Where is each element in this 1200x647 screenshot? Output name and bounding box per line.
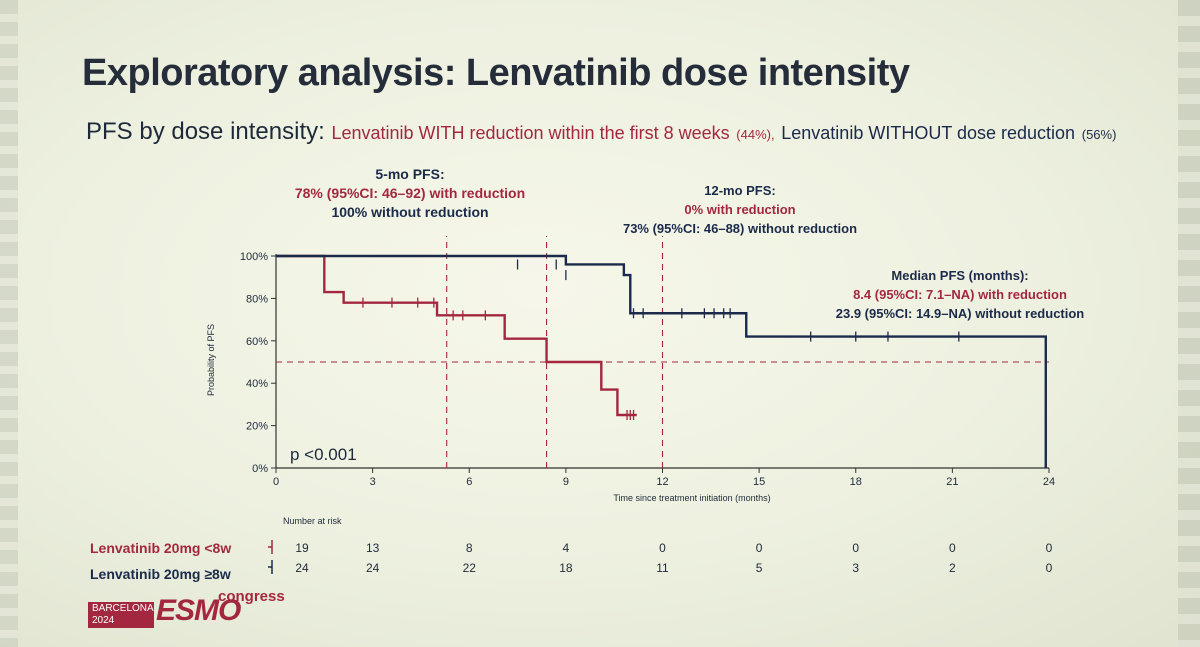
risk-table-header: Number at risk [283, 516, 342, 526]
x-tick-label: 12 [656, 476, 668, 488]
median-without: 23.9 (95%CI: 14.9–NA) without reduction [835, 306, 1085, 321]
risk-table-cell: 18 [559, 561, 573, 575]
x-tick-label: 0 [273, 476, 279, 488]
y-tick-label: 80% [246, 293, 268, 305]
twelve-mo-without: 73% (95%CI: 46–88) without reduction [622, 221, 858, 236]
y-tick-label: 40% [246, 378, 268, 390]
subtitle-group2-pct: (56%) [1081, 127, 1117, 142]
median-reduction: 8.4 (95%CI: 7.1–NA) with reduction [853, 287, 1067, 302]
subtitle-group1: Lenvatinib WITH reduction within the fir… [331, 123, 730, 143]
x-tick-label: 9 [563, 476, 569, 488]
risk-row-label-without: Lenvatinib 20mg ≥8w [90, 566, 231, 582]
risk-table-cell: 11 [656, 561, 669, 575]
x-tick-label: 21 [946, 476, 958, 488]
risk-table-cell: 24 [366, 561, 380, 575]
y-tick-label: 100% [240, 251, 268, 263]
reference-lines [276, 236, 1049, 468]
risk-table-cell: 0 [659, 541, 666, 555]
subtitle-lead: PFS by dose intensity: [86, 118, 325, 145]
logo-year: 2024 [92, 615, 115, 626]
risk-table-cell: 8 [466, 541, 473, 555]
twelve-mo-reduction: 0% with reduction [684, 202, 796, 217]
risk-table-cell: 19 [295, 541, 309, 555]
median-title: Median PFS (months): [891, 268, 1029, 283]
risk-table-cell: 0 [756, 541, 763, 555]
risk-table-cell: 0 [852, 541, 859, 555]
risk-row-label-reduction: Lenvatinib 20mg <8w [90, 540, 232, 556]
five-mo-reduction: 78% (95%CI: 46–92) with reduction [294, 185, 526, 201]
risk-table-cell: 3 [852, 561, 859, 575]
y-tick-label: 60% [246, 336, 268, 348]
logo-location-box: BARCELONA 2024 [88, 602, 154, 628]
p-value-label: p <0.001 [290, 445, 357, 464]
risk-table-cell: 5 [756, 561, 763, 575]
logo-congress: congress [218, 588, 285, 605]
median-pfs-annotation: Median PFS (months): 8.4 (95%CI: 7.1–NA)… [800, 266, 1120, 323]
subtitle-group1-pct: (44%), [736, 127, 775, 142]
subtitle-group2: Lenvatinib WITHOUT dose reduction [781, 123, 1076, 143]
twelve-month-pfs-annotation: 12-mo PFS: 0% with reduction 73% (95%CI:… [600, 181, 880, 238]
y-tick-label: 0% [252, 463, 268, 475]
x-tick-label: 18 [850, 476, 862, 488]
slide-title: Exploratory analysis: Lenvatinib dose in… [82, 52, 910, 94]
risk-table-cell: 0 [1046, 561, 1053, 575]
y-tick-label: 20% [246, 421, 268, 433]
curve-with-reduction [276, 254, 637, 417]
risk-table-cell: 13 [366, 541, 380, 555]
x-tick-label: 3 [370, 476, 376, 488]
risk-table-cell: 22 [463, 561, 477, 575]
logo-city: BARCELONA [92, 603, 154, 614]
x-axis-label: Time since treatment initiation (months) [613, 493, 770, 503]
risk-table-cell: 2 [949, 561, 956, 575]
chart-axes: 0 3 6 9 12 15 18 21 24 0% 20% 40% 60% 80% 100% [240, 251, 1055, 488]
curve-without-reduction [276, 254, 1047, 468]
risk-table: Number at risk 19 13 8 4 0 0 0 0 0 24 24 22 18 11 5 3 2 0 [268, 516, 1053, 575]
x-tick-label: 15 [753, 476, 765, 488]
y-axis-label: Probability of PFS [206, 324, 216, 396]
five-month-pfs-annotation: 5-mo PFS: 78% (95%CI: 46–92) with reduct… [270, 165, 550, 222]
right-edge-pattern [1178, 0, 1200, 647]
risk-table-cell: 0 [949, 541, 956, 555]
logo-brand: ESMO [156, 594, 241, 627]
risk-table-cell: 24 [295, 561, 309, 575]
five-mo-without: 100% without reduction [331, 204, 489, 220]
left-edge-pattern [0, 0, 18, 647]
risk-table-cell: 4 [563, 541, 570, 555]
twelve-mo-title: 12-mo PFS: [704, 183, 776, 198]
survival-curves [276, 254, 1047, 468]
five-mo-title: 5-mo PFS: [375, 166, 445, 182]
risk-table-cell: 0 [1046, 541, 1053, 555]
x-tick-label: 6 [466, 476, 472, 488]
x-tick-label: 24 [1043, 476, 1055, 488]
slide-subtitle: PFS by dose intensity: Lenvatinib WITH r… [86, 118, 1116, 146]
